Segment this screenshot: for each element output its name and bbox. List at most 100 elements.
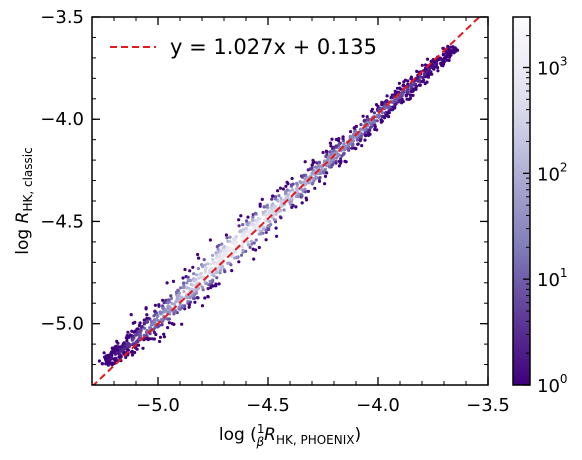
density-point [215,269,219,273]
density-point [250,219,254,223]
density-point [206,262,210,266]
density-point [186,275,190,279]
density-point [121,344,126,348]
density-point [133,350,137,355]
density-point [366,117,370,121]
density-point [223,270,227,274]
density-point [106,360,110,364]
density-point [193,300,197,304]
density-point [105,354,109,358]
density-point [182,283,186,287]
density-point [331,160,336,164]
x-axis-label-frac-den: β [255,435,264,449]
density-point [235,255,239,259]
density-point [328,141,332,145]
density-point [362,119,366,123]
density-point [429,59,433,64]
density-point [239,253,244,257]
density-point [144,306,148,310]
density-point [197,256,201,260]
density-point [216,247,220,251]
density-point [110,346,114,350]
legend: y = 1.027x + 0.135 [110,35,377,59]
density-point [436,69,440,73]
density-point [260,197,264,201]
density-point [315,161,319,165]
density-point [217,282,221,286]
density-point [199,276,203,280]
density-point [109,352,113,356]
density-point [167,298,171,302]
density-point [185,286,190,290]
density-point [254,238,258,242]
density-point [295,181,299,185]
density-point [221,265,225,269]
legend-entry-text: y = 1.027x + 0.135 [170,35,377,59]
density-point [290,176,294,181]
density-point [145,316,149,320]
density-point [321,150,325,155]
x-axis-label-suffix: ) [354,425,361,445]
density-point [270,206,274,210]
density-point [173,302,177,306]
density-point [161,298,165,302]
colorbar-tick-exponent: 3 [560,54,568,68]
density-point [401,83,406,87]
colorbar-tick-base: 10 [537,376,560,397]
x-axis-label-frac-num: 1 [257,422,265,436]
density-point [441,53,445,57]
density-point [255,220,259,224]
density-point [249,239,254,243]
density-point [195,273,199,277]
density-point [311,158,315,162]
density-point [281,187,285,191]
density-point [441,61,445,65]
density-point [244,219,249,223]
density-point [259,232,263,236]
density-point [219,252,223,256]
density-point [421,75,425,80]
density-point [211,284,215,288]
density-point [436,66,440,70]
x-axis-label-var: R [264,425,276,445]
density-point [125,339,129,343]
density-point [364,127,368,131]
colorbar-tick-base: 10 [537,58,560,79]
density-point [337,164,341,168]
density-point [234,240,238,244]
density-point [158,310,162,314]
density-point [199,271,203,276]
density-point [167,305,172,309]
density-point [286,182,290,186]
density-point [237,260,241,264]
density-point [161,310,165,314]
density-point [364,131,368,135]
density-point [374,103,379,107]
density-point [301,180,305,184]
density-point [361,114,365,118]
colorbar-tick-base: 10 [537,164,560,185]
density-point [447,48,451,53]
density-point [134,333,138,337]
density-point [268,219,272,224]
density-point [189,282,193,286]
density-point [405,90,410,94]
density-point [306,176,310,180]
density-point [341,136,345,141]
density-point [215,245,219,249]
density-point [271,194,275,198]
density-point [317,179,322,183]
density-point [398,98,402,103]
density-point [224,233,228,237]
density-point [363,138,367,142]
density-point [188,295,193,299]
density-point [127,335,131,339]
density-point [214,256,218,260]
density-point [367,133,371,137]
density-point [420,63,424,67]
density-point [440,57,444,62]
density-point [162,335,166,339]
density-point [397,81,401,85]
density-point [216,250,220,254]
density-point [356,142,360,146]
